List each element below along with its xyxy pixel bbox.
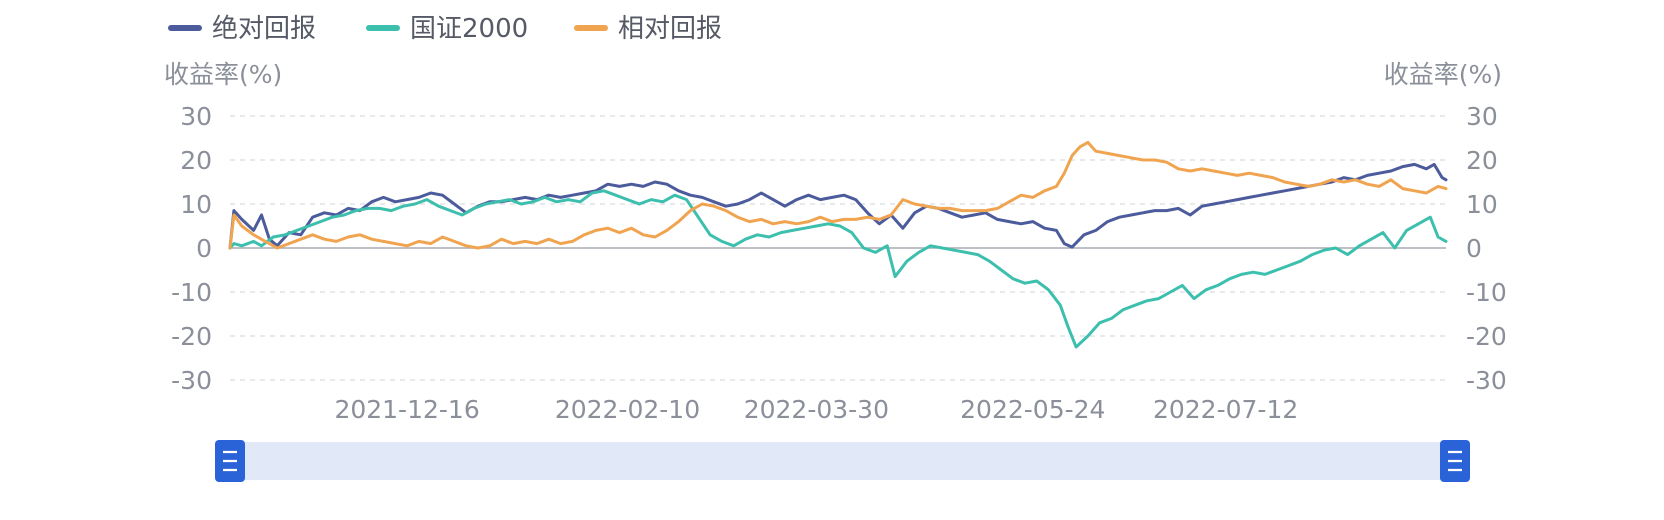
y-right-tick-label: -20 xyxy=(1466,322,1507,351)
legend-item-absolute-return[interactable]: 绝对回报 xyxy=(168,14,316,44)
y-left-tick-label: -20 xyxy=(171,322,212,351)
legend-swatch-absolute-return xyxy=(168,25,202,31)
x-tick-label: 2022-02-10 xyxy=(555,395,700,424)
zoom-track[interactable] xyxy=(228,442,1456,480)
y-right-tick-label: 0 xyxy=(1466,234,1482,263)
legend-label-relative-return: 相对回报 xyxy=(618,14,722,44)
x-tick-label: 2022-03-30 xyxy=(744,395,889,424)
y-right-axis-label: 收益率(%) xyxy=(1384,60,1502,89)
x-axis-ticks: 2021-12-16 2022-02-10 2022-03-30 2022-05-24… xyxy=(334,395,1298,424)
y-left-ticks: 30 20 10 0 -10 -20 -30 xyxy=(171,102,212,395)
grip-icon xyxy=(1448,450,1462,472)
y-right-tick-label: 30 xyxy=(1466,102,1498,131)
y-right-tick-label: 20 xyxy=(1466,146,1498,175)
legend-swatch-index-2000 xyxy=(366,25,400,31)
legend-label-absolute-return: 绝对回报 xyxy=(212,14,316,44)
y-right-tick-label: -10 xyxy=(1466,278,1507,307)
legend-item-relative-return[interactable]: 相对回报 xyxy=(574,14,722,44)
y-left-tick-label: 0 xyxy=(196,234,212,263)
series-line-2 xyxy=(228,140,1448,250)
legend: 绝对回报 国证2000 相对回报 xyxy=(168,14,722,44)
y-right-tick-label: -30 xyxy=(1466,366,1507,395)
grip-icon xyxy=(223,450,237,472)
y-right-tick-label: 10 xyxy=(1466,190,1498,219)
legend-label-index-2000: 国证2000 xyxy=(410,14,528,44)
x-tick-label: 2021-12-16 xyxy=(334,395,479,424)
y-left-tick-label: -30 xyxy=(171,366,212,395)
y-left-tick-label: 20 xyxy=(180,146,212,175)
y-left-tick-label: 10 xyxy=(180,190,212,219)
zoom-right-handle[interactable] xyxy=(1440,440,1470,482)
x-tick-label: 2022-05-24 xyxy=(960,395,1105,424)
x-tick-label: 2022-07-12 xyxy=(1153,395,1298,424)
grid-lines xyxy=(230,115,1446,381)
data-zoom-slider[interactable] xyxy=(215,440,1470,482)
y-left-axis-label: 收益率(%) xyxy=(164,60,282,89)
y-left-tick-label: 30 xyxy=(180,102,212,131)
y-left-tick-label: -10 xyxy=(171,278,212,307)
series-line-0 xyxy=(228,162,1448,250)
zoom-left-handle[interactable] xyxy=(215,440,245,482)
y-right-ticks: 30 20 10 0 -10 -20 -30 xyxy=(1466,102,1507,395)
legend-swatch-relative-return xyxy=(574,25,608,31)
legend-item-index-2000[interactable]: 国证2000 xyxy=(366,14,528,44)
series-line-1 xyxy=(228,189,1448,349)
series-lines xyxy=(228,140,1448,349)
